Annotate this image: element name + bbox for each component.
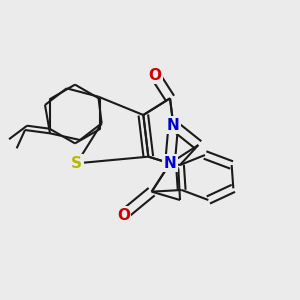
Text: N: N bbox=[164, 156, 176, 171]
Text: O: O bbox=[117, 208, 130, 223]
Text: O: O bbox=[148, 68, 161, 82]
Text: S: S bbox=[71, 156, 82, 171]
Text: N: N bbox=[167, 118, 180, 133]
